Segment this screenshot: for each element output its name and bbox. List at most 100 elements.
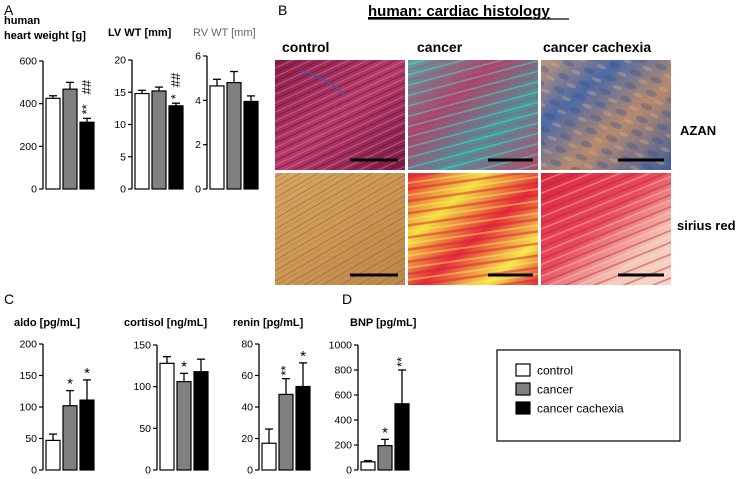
significance-marker: ## xyxy=(168,72,183,87)
panel-letter-d: D xyxy=(342,291,352,307)
bar-cancer xyxy=(377,445,393,471)
bar-cancer-cachexia xyxy=(79,121,95,190)
bar-cancer-cachexia xyxy=(243,100,259,190)
y-tick-label: 20 xyxy=(241,433,253,445)
legend-swatch xyxy=(515,382,531,396)
y-tick-label: 400 xyxy=(19,98,37,110)
y-tick-label: 1000 xyxy=(329,340,353,352)
y-tick-label: 0 xyxy=(346,465,352,477)
significance-marker: * xyxy=(84,365,90,382)
bar-cancer xyxy=(278,393,294,471)
y-tick-label: 200 xyxy=(334,440,352,452)
y-tick-label: 10 xyxy=(114,119,126,131)
y-axis-label: renin [pg/mL] xyxy=(233,317,304,329)
histology-col-cancer: cancer xyxy=(417,39,463,55)
bar-cancer-cachexia xyxy=(168,105,184,190)
histology-row-sirius: sirius red xyxy=(677,218,736,233)
bar-cancer xyxy=(226,81,242,190)
histology-col-cachexia: cancer cachexia xyxy=(543,39,651,55)
histology-row-azan: AZAN xyxy=(680,123,716,138)
y-tick-label: 200 xyxy=(19,339,37,351)
y-axis-label: aldo [pg/mL] xyxy=(14,317,80,329)
panel-letter-b: B xyxy=(278,2,287,18)
y-tick-label: 5 xyxy=(120,151,126,163)
y-tick-label: 80 xyxy=(241,339,253,351)
bar-cancer xyxy=(151,90,167,190)
legend-swatch xyxy=(515,401,531,415)
histology-col-control: control xyxy=(282,39,329,55)
legend-swatch xyxy=(515,363,531,377)
bar-cancer xyxy=(62,88,78,190)
significance-marker: ** xyxy=(394,357,409,367)
histology-image-sirius-cancer xyxy=(408,173,538,285)
y-tick-label: 400 xyxy=(334,415,352,427)
y-axis-label: BNP [pg/mL] xyxy=(350,317,417,329)
y-axis-label: human xyxy=(4,15,40,27)
panel-letter-c: C xyxy=(4,291,14,307)
chart-rv-wt: RV WT [mm] 0 2 4 6 xyxy=(193,27,259,196)
chart-aldo: aldo [pg/mL] 0 50 100 150 200 * * xyxy=(14,317,95,477)
significance-marker: * xyxy=(300,348,306,365)
histology-panel: human: cardiac histology control cancer … xyxy=(275,3,736,285)
histology-image-azan-cachexia xyxy=(541,60,671,170)
significance-marker: ** xyxy=(278,366,293,376)
panel-letter-a: A xyxy=(4,2,14,18)
bar-cancer-cachexia xyxy=(193,371,209,471)
chart-lv-wt: LV WT [mm] 0 5 10 15 20 * ## xyxy=(108,27,184,196)
bar-control xyxy=(209,85,225,190)
histology-image-sirius-cachexia xyxy=(541,173,671,285)
legend-label: control xyxy=(537,364,573,378)
y-tick-label: 15 xyxy=(114,87,126,99)
histology-title: human: cardiac histology xyxy=(368,3,550,20)
y-tick-label: 600 xyxy=(19,56,37,68)
y-tick-label: 20 xyxy=(114,55,126,67)
y-tick-label: 150 xyxy=(19,370,37,382)
significance-marker: * xyxy=(67,376,73,393)
y-tick-label: 4 xyxy=(195,95,201,107)
histology-image-sirius-control xyxy=(275,173,405,285)
y-tick-label: 0 xyxy=(31,184,37,196)
histology-image-azan-control xyxy=(275,60,405,170)
bar-control xyxy=(261,442,277,471)
bar-cancer xyxy=(176,381,192,471)
y-tick-label: 150 xyxy=(133,340,151,352)
significance-marker: ## xyxy=(79,79,94,94)
bar-cancer-cachexia xyxy=(394,403,410,471)
bar-control xyxy=(45,439,61,471)
y-tick-label: 50 xyxy=(139,423,151,435)
y-tick-label: 600 xyxy=(334,390,352,402)
significance-marker: * xyxy=(382,424,388,441)
y-tick-label: 0 xyxy=(145,465,151,477)
significance-marker: ** xyxy=(79,104,94,114)
y-tick-label: 50 xyxy=(25,433,37,445)
y-tick-label: 0 xyxy=(247,465,253,477)
bar-cancer-cachexia xyxy=(79,399,95,471)
bar-control xyxy=(134,92,150,190)
y-tick-label: 2 xyxy=(195,139,201,151)
significance-marker: * xyxy=(181,358,187,375)
y-axis-label: LV WT [mm] xyxy=(108,27,172,39)
y-tick-label: 200 xyxy=(19,141,37,153)
bar-control xyxy=(159,362,175,471)
bar-control xyxy=(45,97,61,190)
y-tick-label: 0 xyxy=(120,184,126,196)
legend: control cancer cancer cachexia xyxy=(496,349,681,442)
y-axis-label: RV WT [mm] xyxy=(193,27,256,39)
y-tick-label: 100 xyxy=(133,381,151,393)
legend-label: cancer cachexia xyxy=(537,402,624,416)
chart-cortisol: cortisol [ng/mL] 0 50 100 150 * xyxy=(124,317,209,477)
y-axis-label: cortisol [ng/mL] xyxy=(124,317,207,329)
y-axis-label: heart weight [g] xyxy=(4,30,86,42)
y-tick-label: 800 xyxy=(334,365,352,377)
significance-marker: * xyxy=(168,94,183,99)
y-tick-label: 40 xyxy=(241,402,253,414)
chart-heart-weight: human heart weight [g] 0 200 400 600 ** ## xyxy=(4,15,95,196)
y-tick-label: 0 xyxy=(31,465,37,477)
y-tick-label: 0 xyxy=(195,184,201,196)
y-tick-label: 6 xyxy=(195,51,201,63)
bar-control xyxy=(360,461,376,471)
legend-label: cancer xyxy=(537,383,573,397)
bar-cancer-cachexia xyxy=(295,385,311,471)
